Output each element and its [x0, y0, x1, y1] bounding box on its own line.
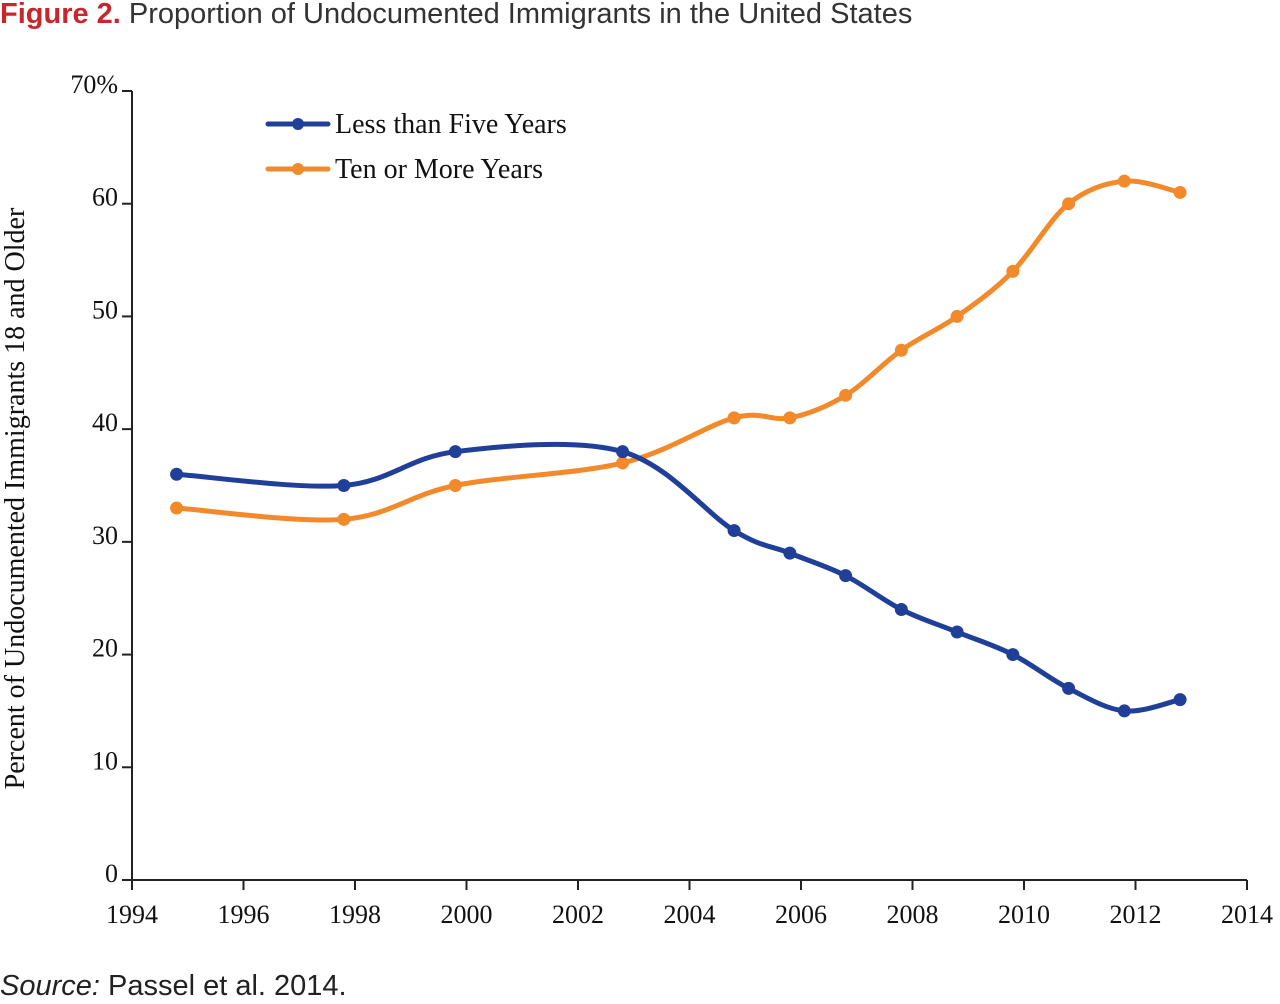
source-label: Source: — [0, 970, 100, 1002]
y-axis-label: Percent of Undocumented Immigrants 18 an… — [0, 207, 31, 789]
y-tick-label: 40 — [92, 408, 118, 437]
series-line-ten-or-more-years — [174, 178, 1183, 523]
data-point-less-than-five-years — [448, 445, 462, 459]
source-text: Passel et al. 2014. — [108, 970, 347, 1002]
data-point-ten-or-more-years — [783, 411, 797, 425]
legend-item-ten-or-more-years: Ten or More Years — [265, 154, 543, 185]
data-point-less-than-five-years — [950, 625, 964, 639]
y-tick-label: 60 — [92, 183, 118, 212]
chart-legend: Less than Five Years Ten or More Years — [265, 109, 567, 185]
x-tick-label: 2002 — [552, 900, 604, 929]
source-note: Source: Passel et al. 2014. — [0, 970, 347, 1003]
x-tick-label: 2014 — [1221, 900, 1273, 929]
data-point-less-than-five-years — [170, 467, 184, 481]
data-point-ten-or-more-years — [1006, 264, 1020, 278]
data-point-ten-or-more-years — [1173, 185, 1187, 199]
data-point-ten-or-more-years — [170, 501, 184, 515]
series-ten-or-more-years — [170, 174, 1187, 526]
data-point-ten-or-more-years — [1062, 197, 1076, 211]
y-tick-label: 10 — [92, 746, 118, 775]
figure-title-text: Proportion of Undocumented Immigrants in… — [128, 0, 913, 30]
x-tick-label: 2010 — [998, 900, 1050, 929]
y-tick-label: 50 — [92, 295, 118, 324]
x-tick-label: 2004 — [664, 900, 716, 929]
series-less-than-five-years — [170, 441, 1187, 718]
figure-title: Figure 2. Proportion of Undocumented Imm… — [0, 0, 912, 31]
legend-label: Ten or More Years — [335, 154, 543, 185]
legend-swatch-marker — [292, 118, 304, 130]
x-tick-label: 2012 — [1110, 900, 1162, 929]
data-point-less-than-five-years — [337, 479, 351, 492]
x-tick-label: 1996 — [218, 900, 270, 929]
y-tick-label: 30 — [92, 521, 118, 550]
data-point-ten-or-more-years — [616, 456, 630, 470]
data-point-ten-or-more-years — [1117, 174, 1131, 188]
x-tick-label: 1998 — [329, 900, 381, 929]
y-tick-label: 70% — [70, 70, 118, 99]
data-point-ten-or-more-years — [839, 388, 853, 402]
figure-label: Figure 2. — [0, 0, 121, 30]
legend-label: Less than Five Years — [335, 109, 567, 140]
data-point-less-than-five-years — [1117, 704, 1131, 718]
data-point-less-than-five-years — [1006, 648, 1020, 662]
legend-item-less-than-five-years: Less than Five Years — [265, 109, 567, 140]
data-point-less-than-five-years — [1173, 693, 1187, 707]
series-line-less-than-five-years — [174, 441, 1183, 714]
data-point-less-than-five-years — [783, 546, 797, 560]
chart-axes: 0 10 20 30 40 50 60 70% 1994 1996 1998 2000 2002 2004… — [0, 70, 1273, 929]
x-tick-label: 1994 — [106, 900, 158, 929]
data-point-less-than-five-years — [1062, 681, 1076, 695]
x-tick-label: 2000 — [441, 900, 493, 929]
data-point-ten-or-more-years — [727, 411, 741, 425]
chart-series — [170, 174, 1187, 718]
data-point-less-than-five-years — [727, 524, 741, 538]
x-tick-label: 2006 — [775, 900, 827, 929]
data-point-less-than-five-years — [839, 569, 853, 583]
x-tick-label: 2008 — [887, 900, 939, 929]
data-point-less-than-five-years — [894, 602, 908, 616]
data-point-ten-or-more-years — [448, 479, 462, 492]
data-point-ten-or-more-years — [894, 343, 908, 357]
data-point-less-than-five-years — [616, 445, 630, 459]
data-point-ten-or-more-years — [337, 512, 351, 526]
y-tick-label: 20 — [92, 634, 118, 663]
legend-swatch-marker — [292, 163, 304, 175]
data-point-ten-or-more-years — [950, 309, 964, 323]
y-tick-label: 0 — [105, 859, 118, 888]
